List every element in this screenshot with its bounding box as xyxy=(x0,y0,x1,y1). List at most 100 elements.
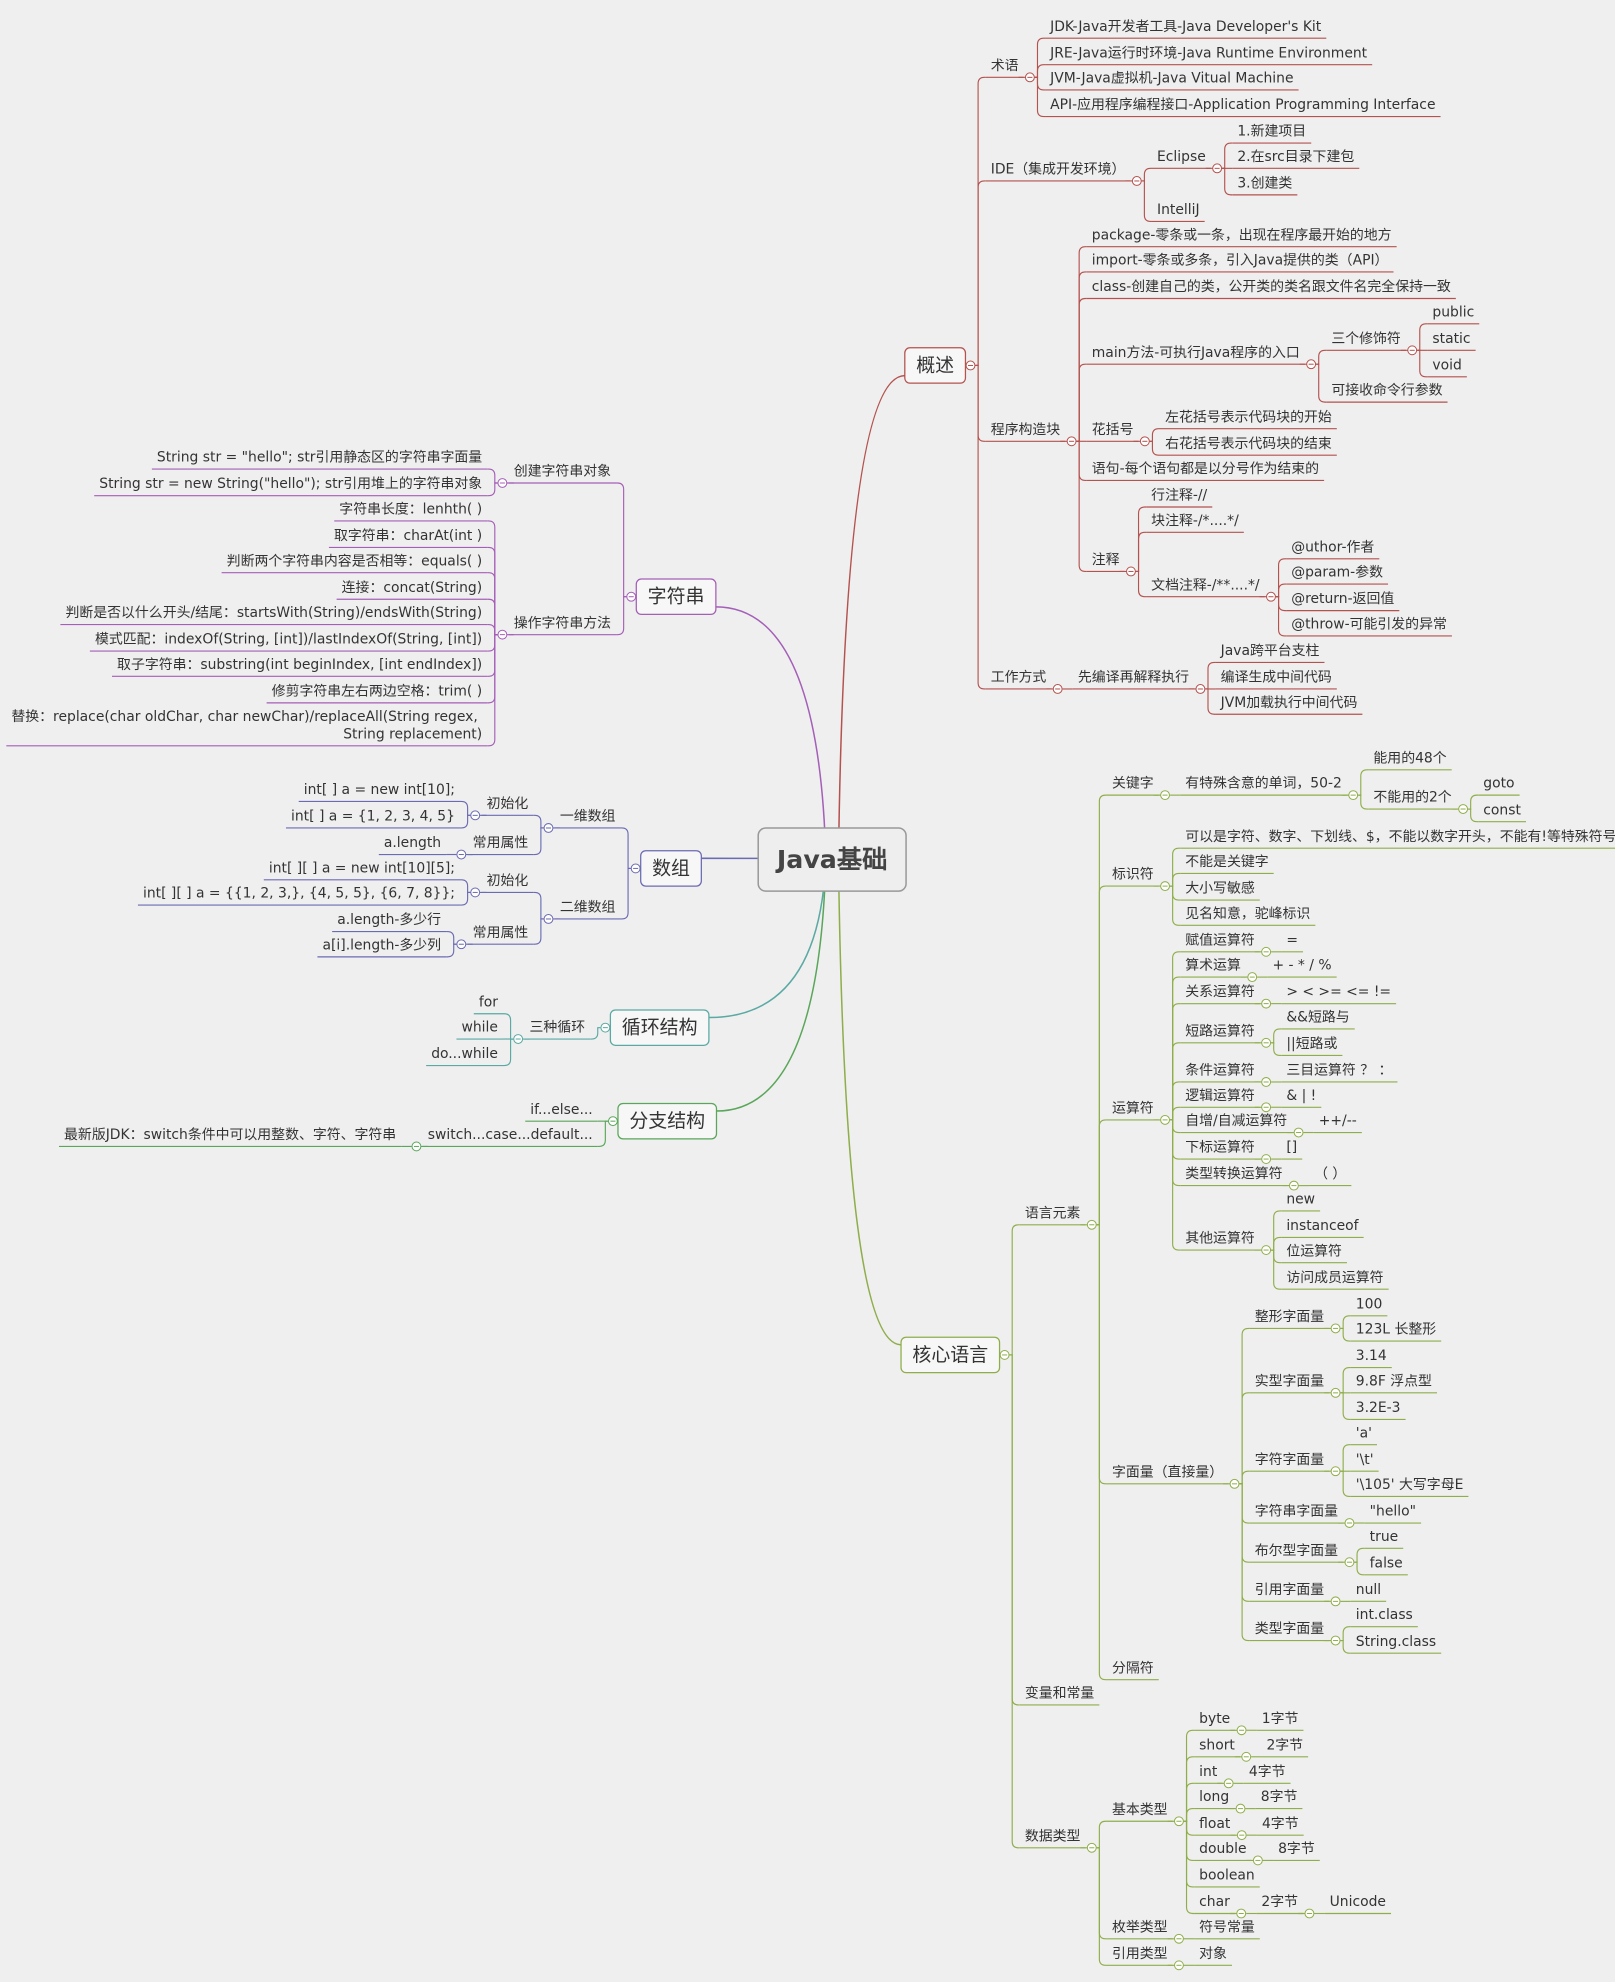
node-label: ||短路或 xyxy=(1286,1036,1337,1052)
node-label: 文档注释-/**....*/ xyxy=(1151,577,1260,593)
node-label: 左花括号表示代码块的开始 xyxy=(1165,409,1332,425)
connector xyxy=(1076,297,1087,442)
connector xyxy=(1417,349,1428,378)
branch-label: 字符串 xyxy=(648,586,705,608)
node-label: 注释 xyxy=(1092,552,1120,568)
connector xyxy=(1076,271,1087,442)
node-label: 取子字符串：substring(int beginIndex, [int end… xyxy=(117,657,482,673)
connector xyxy=(487,520,498,636)
branch-label: 分支结构 xyxy=(629,1110,705,1132)
node-label: 三目运算符 ？ ： xyxy=(1286,1063,1392,1079)
branch-curve xyxy=(837,374,905,860)
connector xyxy=(1096,1119,1107,1226)
connector xyxy=(1340,1392,1351,1420)
node-label: 123L 长整形 xyxy=(1356,1322,1436,1338)
branch-box xyxy=(900,1336,1001,1374)
node-label: '\105' 大写字母E xyxy=(1356,1477,1464,1493)
node-label: short xyxy=(1199,1737,1235,1753)
connector xyxy=(1096,1820,1107,1849)
node-label: 初始化 xyxy=(487,872,529,889)
connector xyxy=(1358,794,1369,810)
node-label: 实型字面量 xyxy=(1255,1373,1325,1389)
connector xyxy=(1354,1561,1365,1576)
connector xyxy=(1184,1756,1195,1822)
branch-label: 核心语言 xyxy=(912,1344,988,1366)
connector xyxy=(1222,142,1233,169)
node-label: 最新版JDK：switch条件中可以用整数、字符、字符串 xyxy=(64,1126,396,1143)
node-label: goto xyxy=(1483,776,1514,792)
node-label: int[ ] a = {1, 2, 3, 4, 5} xyxy=(291,809,455,825)
node-label: Unicode xyxy=(1330,1894,1386,1910)
node-label: 条件运算符 xyxy=(1185,1062,1255,1079)
connector xyxy=(1096,885,1107,1226)
node-label: main方法-可执行Java程序的入口 xyxy=(1092,345,1300,361)
connector xyxy=(1170,1003,1181,1121)
connector xyxy=(1096,1224,1107,1681)
connector xyxy=(1340,1626,1351,1642)
node-label: &&短路与 xyxy=(1286,1010,1349,1026)
node-label: null xyxy=(1356,1582,1381,1598)
connector xyxy=(1009,1354,1020,1849)
node-label: 语言元素 xyxy=(1025,1205,1081,1221)
node-label: float xyxy=(1199,1816,1231,1832)
connector xyxy=(1340,1470,1351,1498)
connector xyxy=(1170,951,1181,1121)
node-label: ++/-- xyxy=(1319,1113,1357,1129)
connector xyxy=(487,572,498,636)
connector xyxy=(1271,1042,1282,1057)
node-label: 三个修饰符 xyxy=(1331,331,1401,347)
node-label: String.class xyxy=(1356,1634,1436,1650)
node-label: 判断两个字符串内容是否相等：equals( ) xyxy=(227,552,483,569)
connector xyxy=(1184,1782,1195,1822)
connector xyxy=(1468,808,1479,823)
connector xyxy=(1276,596,1287,637)
connector xyxy=(503,1013,514,1040)
node-label: "hello" xyxy=(1370,1504,1416,1520)
node-label: for xyxy=(479,994,498,1010)
node-label: @return-返回值 xyxy=(1291,591,1394,607)
connector xyxy=(1170,1106,1181,1121)
connector xyxy=(1340,1327,1351,1342)
connector xyxy=(1276,558,1287,598)
center-label: Java基础 xyxy=(775,845,888,874)
connector xyxy=(590,1027,601,1040)
connector xyxy=(1271,1236,1282,1251)
connector xyxy=(1340,1444,1351,1472)
connector xyxy=(1149,428,1161,442)
node-label: 1.新建项目 xyxy=(1237,124,1306,140)
connector xyxy=(1239,1327,1250,1485)
node-label: a.length-多少行 xyxy=(337,911,441,928)
node-label: long xyxy=(1199,1789,1229,1805)
node-label: JVM加载执行中间代码 xyxy=(1220,695,1358,711)
node-label: 类型转换运算符 xyxy=(1185,1165,1282,1182)
node-label: 下标运算符 xyxy=(1185,1140,1255,1156)
branch-box xyxy=(904,347,967,384)
node-label: @uthor-作者 xyxy=(1291,539,1374,555)
node-label: 见名知意，驼峰标识 xyxy=(1185,905,1310,922)
node-label: const xyxy=(1483,802,1521,818)
connector xyxy=(1340,1315,1351,1329)
node-label: new xyxy=(1286,1192,1315,1208)
node-label: 基本类型 xyxy=(1112,1801,1168,1818)
node-label: IDE（集成开发环境） xyxy=(991,162,1126,178)
branch-label: 概述 xyxy=(916,354,954,376)
node-label: 修剪字符串左右两边空格：trim( ) xyxy=(272,684,483,700)
connector xyxy=(616,596,627,636)
connector xyxy=(1340,1639,1351,1654)
node-label: double xyxy=(1199,1841,1246,1857)
connector xyxy=(1076,440,1087,573)
connector xyxy=(1136,531,1147,573)
branch-box xyxy=(609,1009,710,1046)
connector xyxy=(975,364,986,690)
connector xyxy=(1149,440,1161,456)
connector xyxy=(1096,1847,1107,1966)
node-label: instanceof xyxy=(1286,1218,1359,1234)
node-label: 变量和常量 xyxy=(1025,1686,1095,1702)
node-label: package-零条或一条，出现在程序最开始的地方 xyxy=(1092,226,1392,243)
node-label: int xyxy=(1199,1764,1218,1780)
node-label: 关系运算符 xyxy=(1185,984,1255,1000)
node-label: 访问成员运算符 xyxy=(1286,1270,1383,1286)
node-label: 4字节 xyxy=(1249,1764,1286,1780)
node-label: false xyxy=(1370,1555,1403,1571)
